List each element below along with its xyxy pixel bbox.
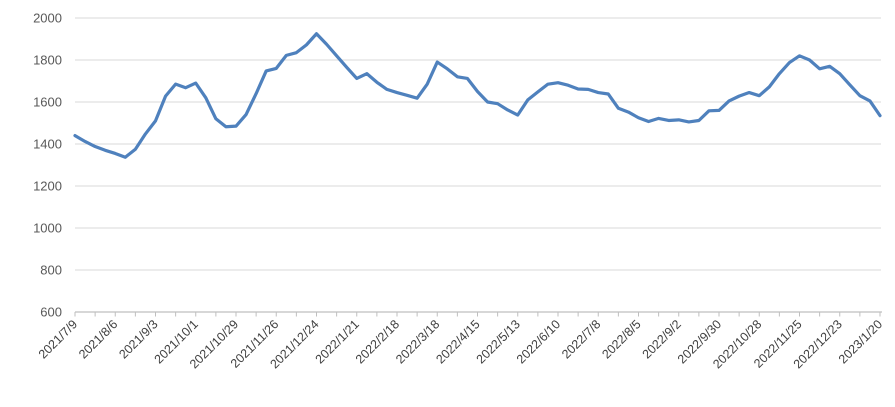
y-axis-label: 1600 [33, 95, 62, 110]
gridlines [75, 17, 881, 271]
x-axis-tick-marks [74, 312, 881, 317]
y-axis-label: 2000 [33, 11, 62, 26]
y-axis-label: 1000 [33, 221, 62, 236]
x-axis-label: 2023/1/20 [836, 317, 885, 366]
x-axis-label: 2021/7/9 [36, 317, 80, 361]
x-axis-label: 2021/8/6 [76, 317, 120, 361]
x-axis-label: 2022/8/5 [599, 317, 643, 361]
x-axis-labels: 2021/7/92021/8/62021/9/32021/10/12021/10… [36, 317, 885, 371]
data-series-line [73, 32, 882, 159]
y-axis-label: 1400 [33, 137, 62, 152]
x-axis-label: 2022/7/8 [559, 317, 603, 361]
y-axis-label: 1200 [33, 179, 62, 194]
y-axis-label: 800 [40, 263, 62, 278]
x-axis-label: 2022/6/10 [514, 317, 563, 366]
y-axis-label: 600 [40, 305, 62, 320]
y-axis-labels: 600 800 1000 1200 1400 1600 1800 2000 [33, 11, 62, 320]
y-axis-label: 1800 [33, 53, 62, 68]
